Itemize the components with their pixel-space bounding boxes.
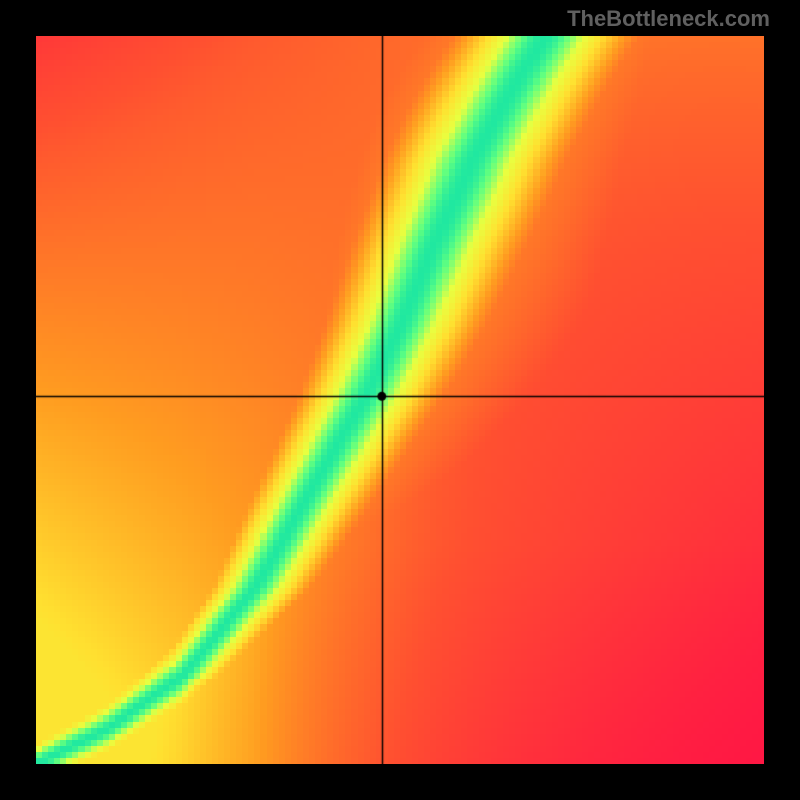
chart-container: TheBottleneck.com — [0, 0, 800, 800]
crosshair-overlay — [36, 36, 764, 764]
source-watermark: TheBottleneck.com — [567, 6, 770, 32]
